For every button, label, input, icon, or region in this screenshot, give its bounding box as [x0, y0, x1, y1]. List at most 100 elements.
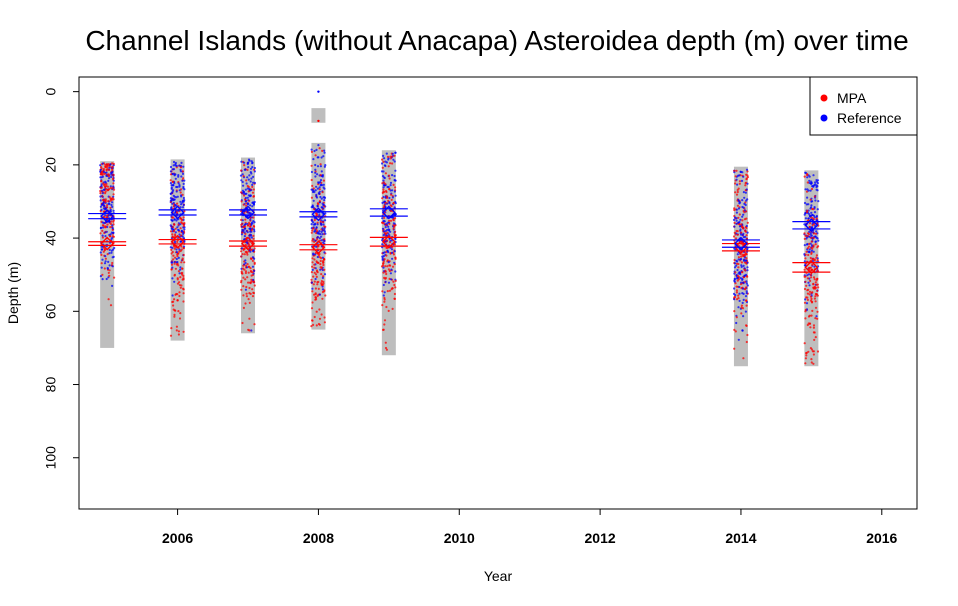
point-mpa — [812, 331, 816, 334]
reference-mean-marker — [170, 205, 185, 220]
point-reference — [381, 227, 385, 230]
point-mpa — [735, 289, 739, 292]
point-mpa — [316, 238, 319, 241]
point-reference — [387, 225, 390, 228]
point-mpa — [386, 155, 390, 158]
point-mpa — [323, 205, 326, 208]
point-mpa — [111, 235, 114, 238]
point-mpa — [242, 203, 245, 206]
point-mpa — [104, 192, 107, 195]
point-mpa — [310, 178, 313, 182]
point-mpa — [310, 307, 314, 310]
point-mpa — [310, 164, 313, 167]
point-reference — [315, 226, 318, 229]
point-reference — [384, 280, 387, 283]
point-mpa — [808, 314, 811, 317]
point-mpa — [173, 274, 176, 277]
point-reference — [247, 178, 250, 181]
point-mpa — [182, 224, 185, 227]
point-reference — [314, 168, 317, 171]
point-mpa — [384, 341, 387, 344]
point-mpa — [323, 316, 326, 319]
point-mpa — [814, 317, 817, 320]
point-reference — [809, 215, 812, 218]
point-mpa — [246, 253, 249, 256]
reference-mean-marker — [804, 218, 819, 233]
point-mpa — [312, 323, 315, 326]
point-mpa — [386, 265, 389, 268]
point-reference — [394, 169, 397, 172]
point-reference — [743, 274, 746, 277]
point-mpa — [742, 254, 745, 257]
point-mpa — [806, 232, 810, 235]
point-mpa — [103, 185, 107, 188]
point-reference — [388, 196, 391, 200]
point-reference — [806, 243, 809, 246]
point-mpa — [111, 162, 114, 165]
point-mpa — [736, 204, 740, 207]
point-mpa — [315, 310, 318, 313]
point-mpa — [111, 228, 114, 231]
point-mpa — [171, 300, 174, 304]
point-reference — [391, 174, 394, 177]
point-reference — [738, 174, 741, 177]
point-mpa — [113, 276, 116, 279]
point-reference — [815, 215, 818, 219]
point-reference — [253, 230, 256, 233]
point-mpa — [312, 187, 315, 190]
point-mpa — [182, 287, 185, 290]
point-mpa — [733, 207, 736, 210]
point-mpa — [311, 301, 314, 304]
point-mpa — [181, 267, 184, 270]
point-mpa — [174, 267, 177, 270]
point-reference — [389, 230, 392, 233]
point-mpa — [323, 238, 326, 241]
point-reference — [807, 281, 810, 284]
point-reference — [323, 151, 326, 154]
point-mpa — [104, 257, 107, 260]
point-mpa — [816, 269, 819, 272]
point-reference — [393, 190, 396, 193]
point-mpa — [176, 202, 179, 205]
point-mpa — [391, 265, 395, 268]
point-mpa — [99, 189, 102, 193]
point-mpa — [811, 268, 814, 271]
point-mpa — [383, 323, 386, 326]
point-reference — [178, 189, 181, 192]
point-mpa — [384, 265, 387, 268]
point-reference — [318, 213, 321, 217]
point-reference — [177, 174, 180, 177]
point-mpa — [389, 264, 392, 267]
point-reference — [736, 183, 739, 186]
point-reference — [737, 221, 740, 224]
point-reference — [112, 179, 115, 182]
point-mpa — [382, 206, 385, 209]
point-mpa — [319, 174, 322, 177]
point-mpa — [745, 173, 748, 176]
point-mpa — [392, 218, 395, 221]
point-mpa — [744, 288, 747, 291]
point-mpa — [252, 195, 255, 198]
point-mpa — [816, 350, 820, 353]
point-mpa — [313, 293, 316, 296]
point-reference — [814, 235, 817, 238]
point-reference — [382, 255, 385, 258]
point-reference — [253, 228, 256, 231]
point-mpa — [740, 304, 744, 307]
point-mpa — [734, 237, 738, 240]
outlier-point — [176, 299, 179, 302]
point-reference — [177, 182, 180, 185]
point-reference — [383, 291, 386, 294]
point-mpa — [241, 253, 244, 256]
point-reference — [250, 329, 253, 332]
point-mpa — [808, 242, 811, 245]
point-mpa — [174, 227, 177, 230]
range-bar-extra-0 — [311, 108, 326, 123]
point-mpa — [810, 358, 813, 361]
reference-mean-marker — [734, 236, 748, 251]
point-reference — [103, 262, 107, 265]
point-mpa — [245, 250, 248, 253]
point-mpa — [816, 277, 819, 280]
point-mpa — [314, 212, 318, 215]
point-reference — [251, 205, 254, 208]
